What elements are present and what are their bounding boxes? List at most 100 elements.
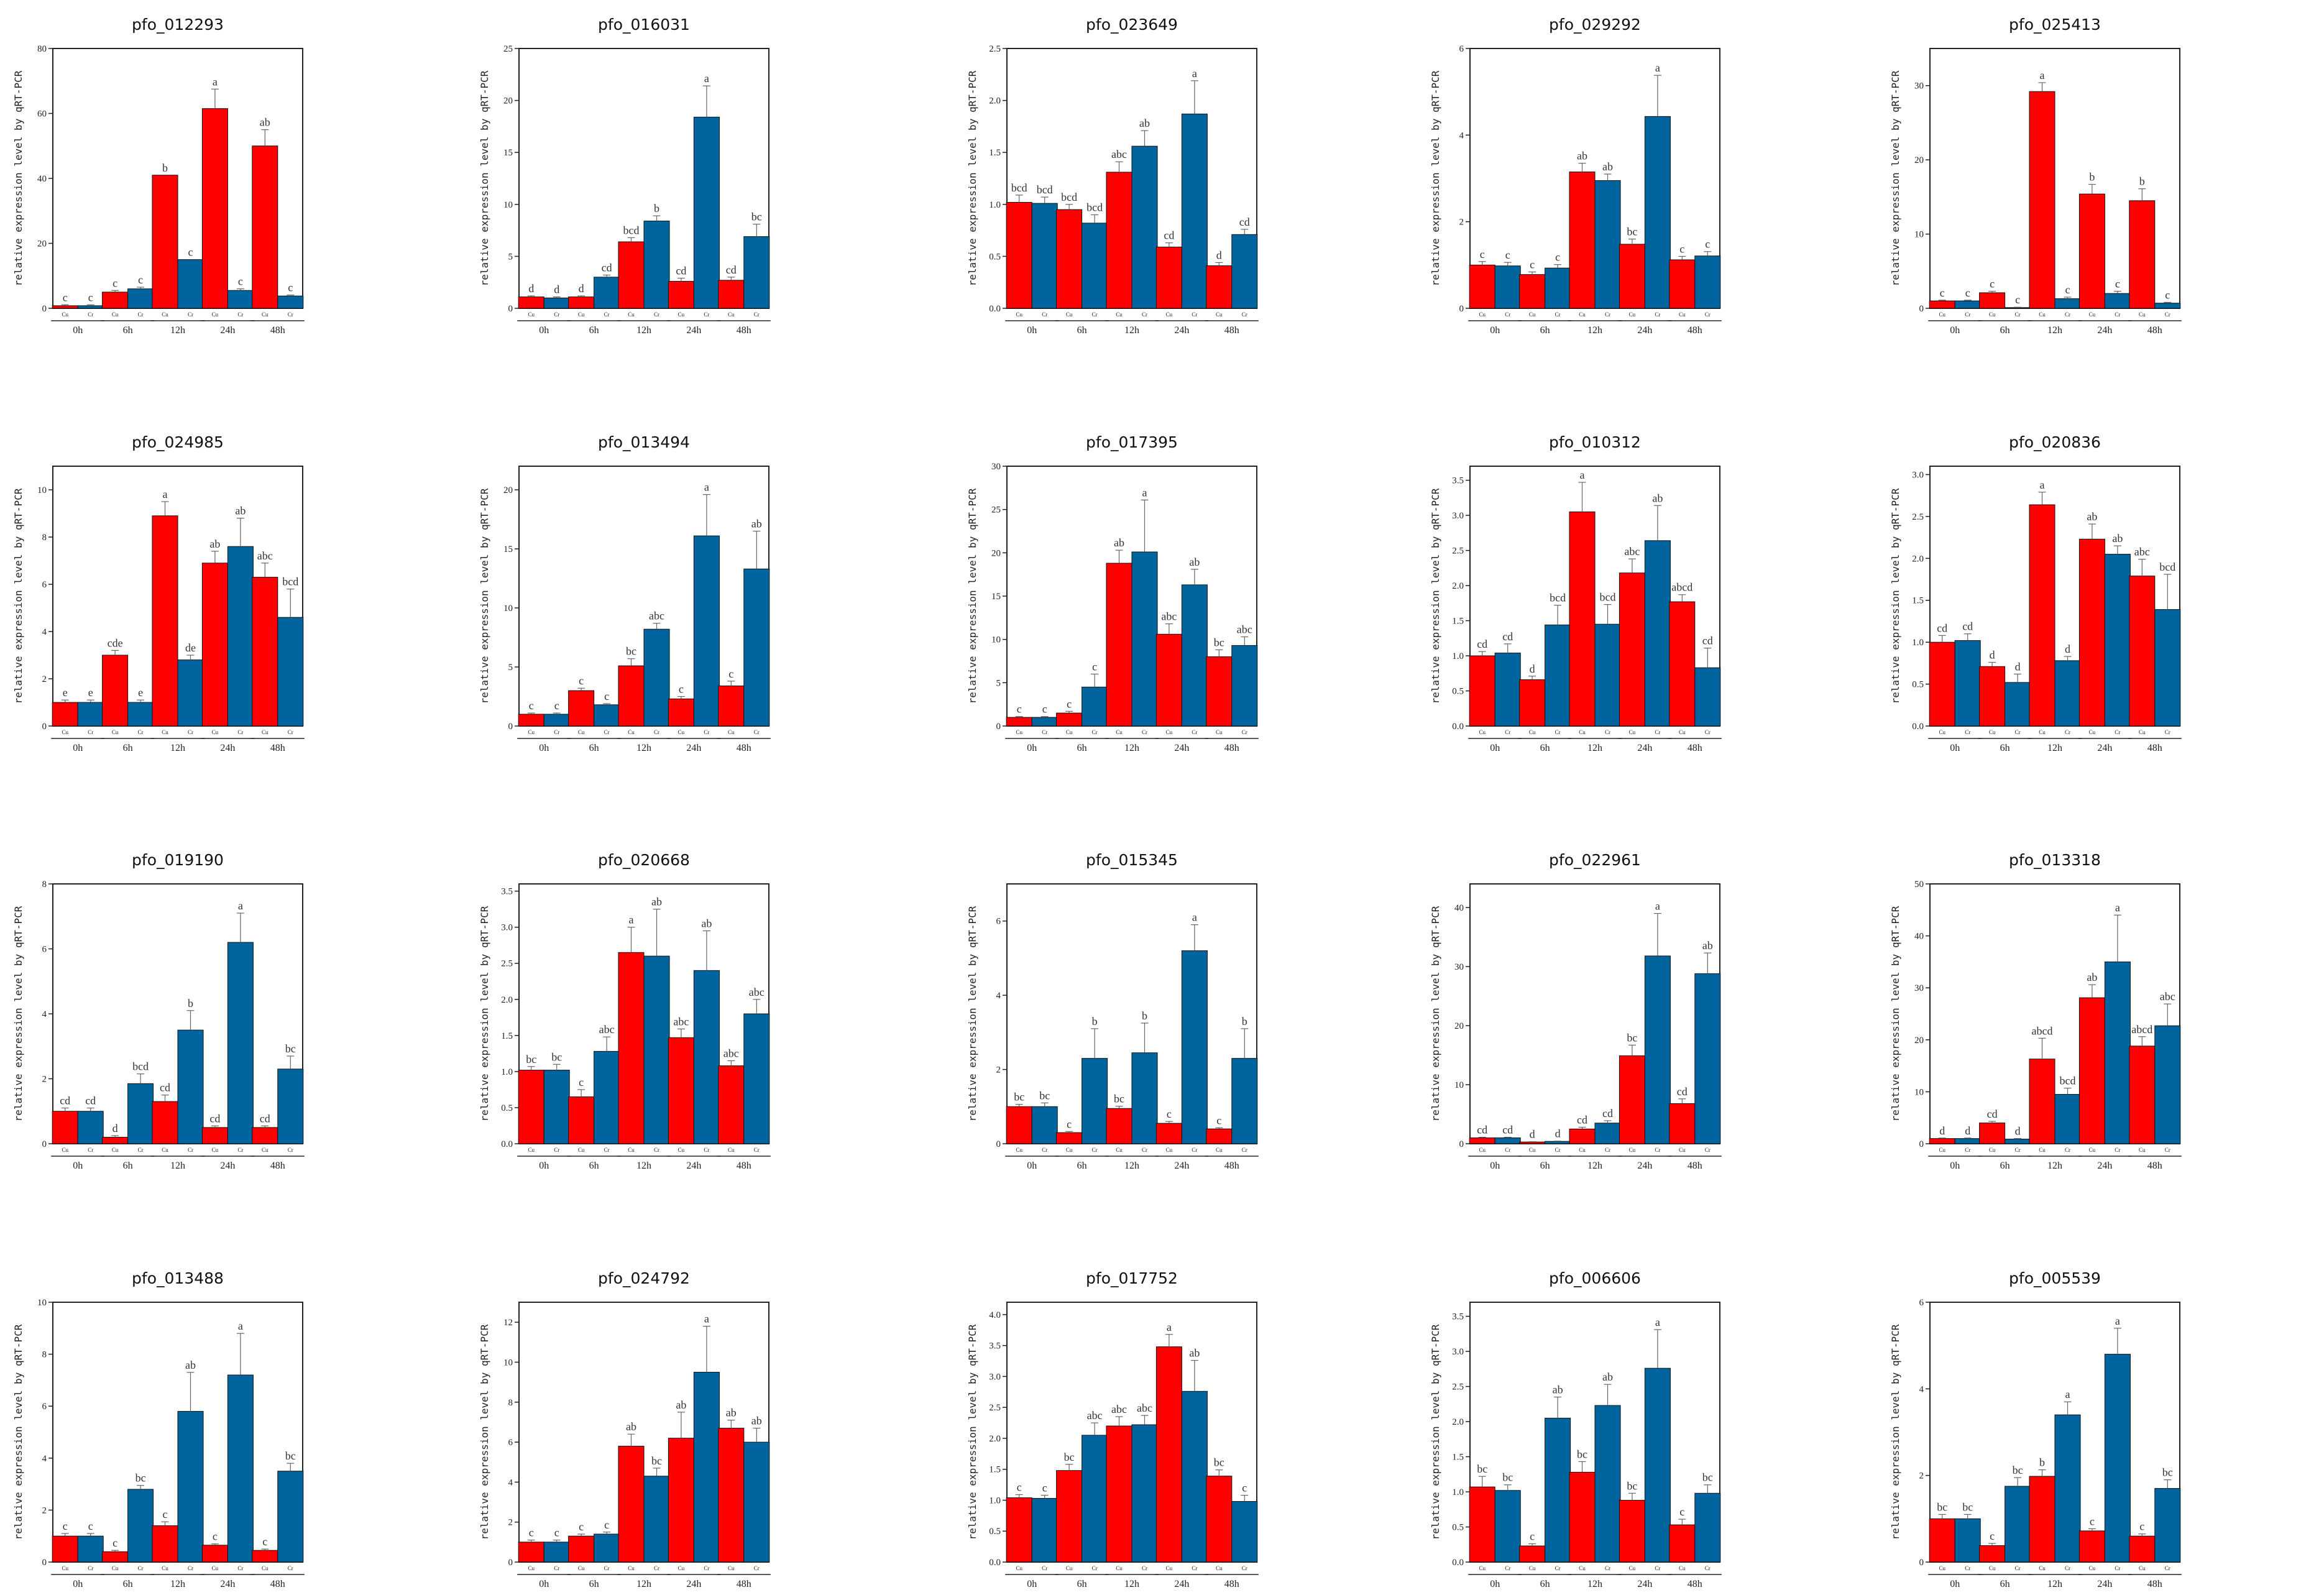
- series-sub-label: Cr: [1142, 1147, 1147, 1153]
- y-tick-label: 6: [42, 580, 47, 590]
- significance-letter: c: [88, 291, 93, 303]
- chart-panel: pfo_020836 relative expression level by q…: [1890, 433, 2182, 753]
- x-tick-label: 6h: [123, 1579, 133, 1589]
- y-tick-label: 2.0: [501, 995, 513, 1005]
- bar-cu: [1206, 1476, 1233, 1563]
- series-sub-label: Cr: [1192, 311, 1197, 318]
- bar-cr: [643, 955, 670, 1144]
- series-sub-label: Cr: [2015, 1565, 2021, 1571]
- significance-letter: c: [1092, 660, 1097, 673]
- bar-cr: [693, 1372, 720, 1563]
- significance-letter: ab: [1553, 1384, 1563, 1396]
- x-tick-label: 12h: [170, 743, 185, 753]
- significance-letter: c: [554, 699, 559, 712]
- bar-cr: [2005, 682, 2031, 727]
- y-tick-label: 0: [996, 722, 1001, 732]
- significance-letter: cd: [260, 1112, 270, 1124]
- significance-letter: abcd: [2131, 1023, 2152, 1036]
- significance-letter: cd: [1239, 216, 1250, 228]
- y-tick-label: 30: [1914, 983, 1924, 993]
- significance-letter: cd: [60, 1095, 70, 1107]
- y-axis-label: relative expression level by qRT-PCR: [1890, 70, 1901, 286]
- significance-letter: abc: [2134, 546, 2150, 558]
- bar-cr: [277, 617, 304, 727]
- series-sub-label: Cr: [2165, 729, 2170, 735]
- y-tick-label: 30: [1914, 81, 1924, 91]
- bar-cr: [1594, 1405, 1621, 1563]
- y-axis-label: relative expression level by qRT-PCR: [1890, 488, 1901, 704]
- y-axis-label: relative expression level by qRT-PCR: [12, 1324, 24, 1540]
- significance-letter: e: [63, 686, 68, 699]
- bar-cu: [718, 685, 745, 727]
- y-tick-label: 0.0: [989, 304, 1001, 314]
- significance-letter: c: [1216, 1114, 1221, 1126]
- series-sub-label: Cr: [654, 311, 659, 318]
- bar-cr: [1231, 1501, 1258, 1563]
- series-sub-label: Cu: [1066, 1147, 1073, 1153]
- series-sub-label: Cr: [2015, 729, 2021, 735]
- x-tick-label: 0h: [539, 743, 549, 753]
- y-tick-label: 40: [37, 174, 47, 184]
- y-tick-label: 25: [503, 44, 513, 54]
- y-axis-label: relative expression level by qRT-PCR: [1430, 488, 1441, 704]
- significance-letter: abc: [749, 986, 765, 998]
- bar-cu: [1155, 1123, 1182, 1144]
- chart-panel: pfo_015345 relative expression level by q…: [967, 851, 1259, 1171]
- bar-cu: [1006, 1497, 1032, 1563]
- y-tick-label: 50: [1914, 880, 1924, 889]
- significance-letter: ab: [1139, 117, 1150, 129]
- series-sub-label: Cu: [2089, 1565, 2096, 1571]
- significance-letter: d: [1965, 1124, 1970, 1137]
- bar-cr: [1545, 624, 1571, 727]
- series-sub-label: Cu: [1679, 1565, 1686, 1571]
- x-tick-label: 12h: [170, 1161, 185, 1171]
- significance-letter: a: [238, 899, 243, 912]
- y-tick-label: 4.0: [989, 1310, 1001, 1320]
- series-sub-label: Cu: [1579, 311, 1586, 318]
- significance-letter: ab: [1702, 939, 1713, 952]
- significance-letter: a: [2115, 1315, 2120, 1327]
- series-sub-label: Cr: [1605, 1147, 1610, 1153]
- bar-cr: [1181, 113, 1208, 309]
- y-tick-label: 40: [1914, 932, 1924, 942]
- significance-letter: ab: [2112, 532, 2123, 545]
- significance-letter: c: [88, 1520, 93, 1532]
- bar-cr: [177, 1411, 204, 1563]
- series-sub-label: Cu: [628, 1147, 635, 1153]
- y-tick-label: 2: [42, 1505, 47, 1515]
- significance-letter: bc: [1114, 1093, 1124, 1105]
- significance-letter: d: [1990, 649, 1995, 661]
- x-tick-label: 12h: [2047, 743, 2062, 753]
- significance-letter: ab: [726, 1407, 737, 1419]
- significance-letter: bcd: [623, 224, 640, 236]
- significance-letter: ab: [1189, 556, 1200, 568]
- series-sub-label: Cr: [1092, 729, 1098, 735]
- significance-letter: bc: [1014, 1091, 1024, 1103]
- bar-cu: [201, 1545, 228, 1563]
- bar-cr: [594, 704, 620, 727]
- y-tick-label: 3.5: [989, 1341, 1001, 1351]
- y-tick-label: 4: [42, 1454, 47, 1464]
- significance-letter: ab: [185, 1359, 196, 1371]
- bar-cr: [1694, 255, 1721, 309]
- y-tick-label: 0.0: [501, 1139, 513, 1149]
- x-tick-label: 6h: [123, 743, 133, 753]
- y-tick-label: 2.5: [1912, 512, 1924, 522]
- y-tick-label: 0: [508, 722, 513, 732]
- bar-cu: [2078, 538, 2105, 727]
- series-sub-label: Cu: [1116, 311, 1123, 318]
- bar-cu: [668, 698, 694, 727]
- significance-letter: c: [1990, 1530, 1995, 1542]
- series-sub-label: Cu: [728, 729, 735, 735]
- chart-title: pfo_013318: [2009, 851, 2101, 869]
- y-tick-label: 0: [1459, 304, 1464, 314]
- bar-cu: [568, 296, 595, 309]
- significance-letter: c: [2165, 288, 2170, 301]
- x-tick-label: 0h: [73, 325, 83, 336]
- series-sub-label: Cu: [1679, 729, 1686, 735]
- x-tick-label: 48h: [270, 325, 285, 336]
- significance-letter: abcd: [2032, 1024, 2053, 1037]
- x-tick-label: 0h: [1950, 1579, 1960, 1589]
- series-sub-label: Cr: [754, 311, 760, 318]
- significance-letter: bc: [1627, 226, 1637, 238]
